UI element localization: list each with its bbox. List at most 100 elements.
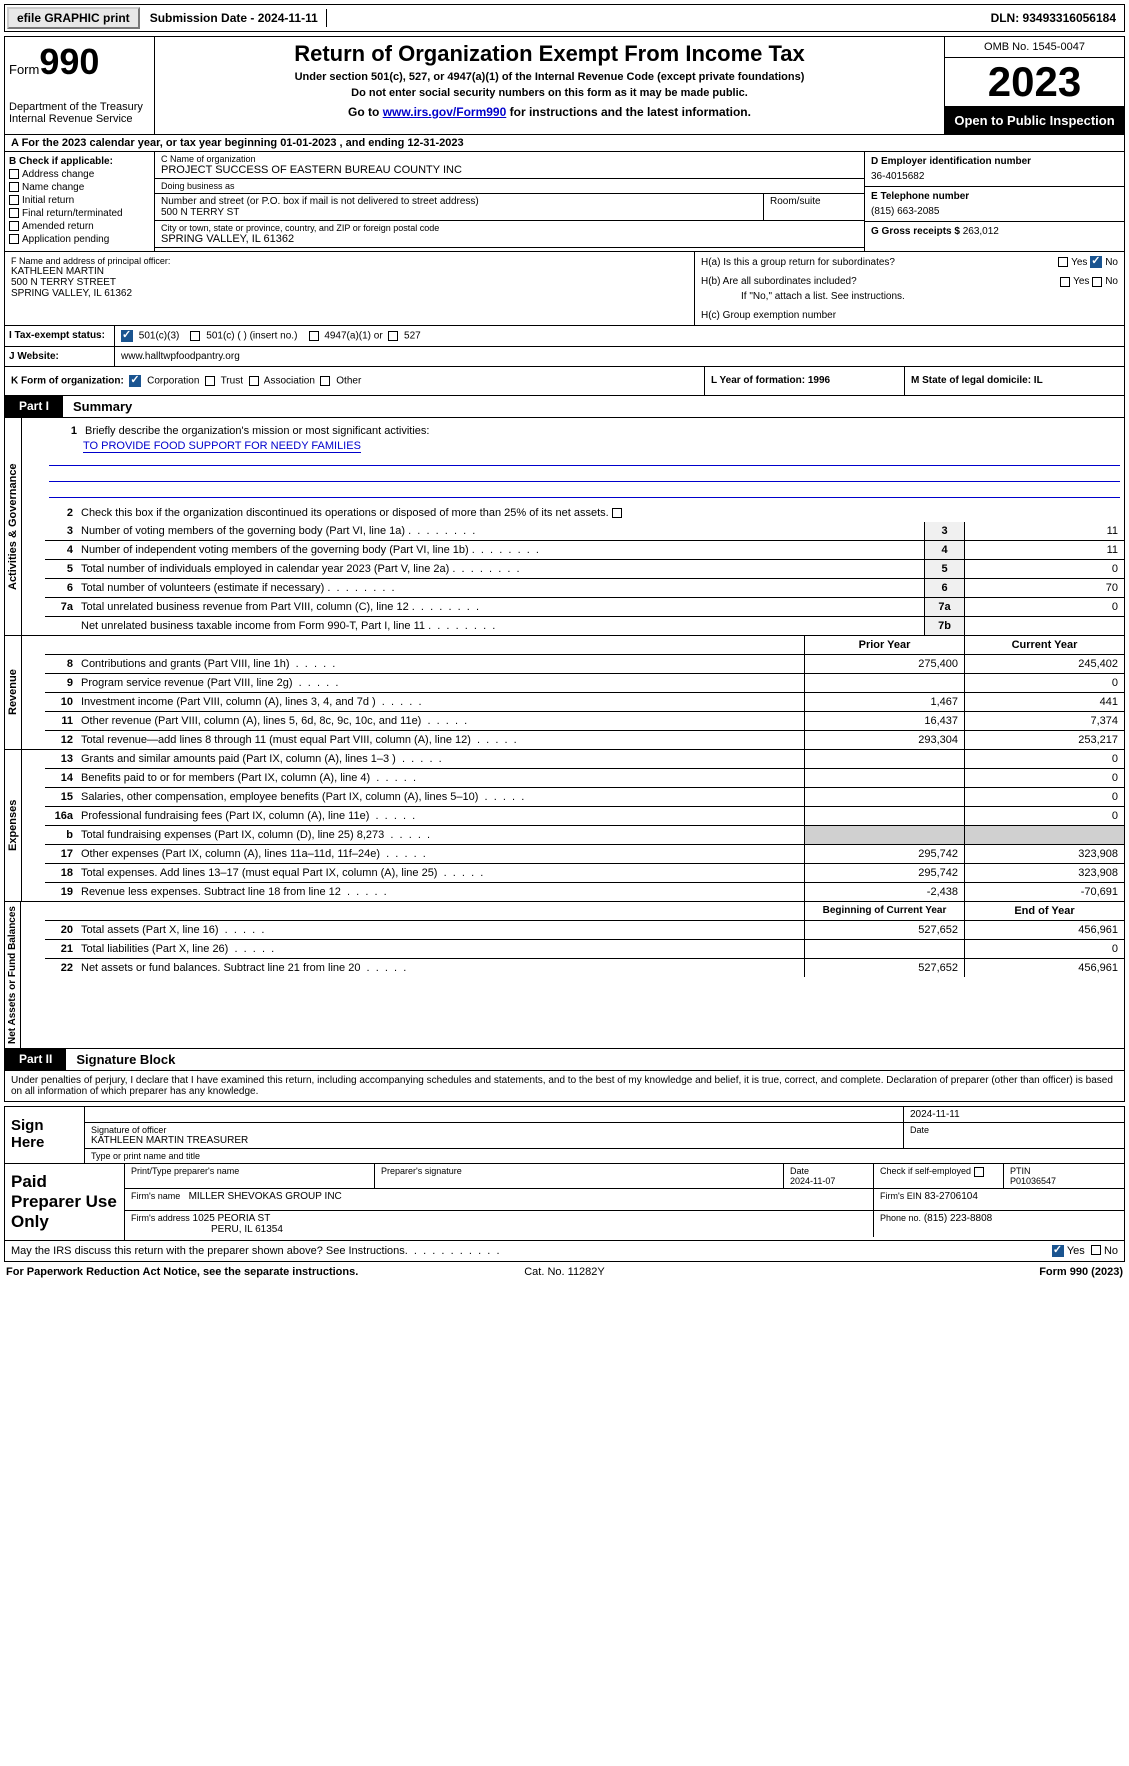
sign-here-label: Sign Here	[5, 1107, 85, 1163]
col-b-heading: B Check if applicable:	[9, 156, 150, 167]
irs-label: Internal Revenue Service	[9, 113, 150, 125]
hb-no: No	[1105, 276, 1118, 287]
prep-sig-label: Preparer's signature	[375, 1164, 784, 1188]
section-a-tax-year: A For the 2023 calendar year, or tax yea…	[4, 135, 1125, 152]
ptin-value: P01036547	[1010, 1176, 1056, 1186]
k-label: K Form of organization:	[11, 376, 124, 387]
irs-link[interactable]: www.irs.gov/Form990	[383, 105, 507, 119]
table-row: 4Number of independent voting members of…	[45, 541, 1124, 560]
may-irs-discuss: May the IRS discuss this return with the…	[4, 1241, 1125, 1262]
vlabel-revenue: Revenue	[5, 636, 22, 749]
footer: For Paperwork Reduction Act Notice, see …	[4, 1262, 1125, 1282]
row-j-website: J Website: www.halltwpfoodpantry.org	[4, 347, 1125, 367]
hb-yes-check[interactable]	[1060, 277, 1070, 287]
sig-date-value: 2024-11-11	[904, 1107, 1124, 1122]
assoc-check[interactable]	[249, 376, 259, 386]
dba-label: Doing business as	[161, 181, 858, 191]
501c3-label: 501(c)(3)	[139, 331, 180, 342]
form-number: 990	[39, 41, 99, 82]
firm-phone-label: Phone no.	[880, 1213, 921, 1223]
501c-label: 501(c) ( ) (insert no.)	[206, 331, 297, 342]
part1-header: Part I Summary	[4, 396, 1125, 418]
block-bcd: B Check if applicable: Address change Na…	[4, 152, 1125, 252]
form-of-org: K Form of organization: Corporation Trus…	[5, 367, 704, 395]
may-text: May the IRS discuss this return with the…	[11, 1245, 1052, 1257]
header-left: Form990 Department of the Treasury Inter…	[5, 37, 155, 134]
assoc-label: Association	[264, 376, 315, 387]
table-row: 15Salaries, other compensation, employee…	[45, 788, 1124, 807]
form-link-line: Go to www.irs.gov/Form990 for instructio…	[159, 105, 940, 119]
phone-value: (815) 663-2085	[871, 206, 1118, 217]
may-no: No	[1104, 1245, 1118, 1257]
table-row: 8Contributions and grants (Part VIII, li…	[45, 655, 1124, 674]
group-return-block: H(a) Is this a group return for subordin…	[694, 252, 1124, 325]
part1-num: Part I	[5, 396, 63, 417]
table-row: 20Total assets (Part X, line 16) . . . .…	[45, 921, 1124, 940]
header-center: Return of Organization Exempt From Incom…	[155, 37, 944, 134]
hb-no-check[interactable]	[1092, 277, 1102, 287]
col-d-ein: D Employer identification number 36-4015…	[864, 152, 1124, 251]
table-row: 18Total expenses. Add lines 13–17 (must …	[45, 864, 1124, 883]
firm-city: PERU, IL 61354	[131, 1224, 283, 1235]
form-subtitle-2: Do not enter social security numbers on …	[159, 87, 940, 99]
ha-yes-check[interactable]	[1058, 257, 1068, 267]
ha-no-check[interactable]	[1090, 256, 1102, 268]
link-post: for instructions and the latest informat…	[506, 105, 751, 119]
ha-no: No	[1105, 257, 1118, 268]
part2-title: Signature Block	[66, 1049, 185, 1070]
self-employed-check[interactable]: Check if self-employed	[874, 1164, 1004, 1188]
corp-label: Corporation	[147, 376, 199, 387]
527-label: 527	[404, 331, 421, 342]
firm-ein: 83-2706104	[925, 1191, 978, 1202]
end-year-header: End of Year	[964, 902, 1124, 920]
website-value: www.halltwpfoodpantry.org	[115, 347, 1124, 366]
vlabel-governance: Activities & Governance	[5, 418, 22, 635]
table-row: 13Grants and similar amounts paid (Part …	[45, 750, 1124, 769]
may-no-check[interactable]	[1091, 1245, 1101, 1255]
paid-preparer-block: Paid Preparer Use Only Print/Type prepar…	[4, 1164, 1125, 1241]
table-row: Net unrelated business taxable income fr…	[45, 617, 1124, 635]
opt-amended-return[interactable]: Amended return	[9, 221, 150, 232]
footer-right: Form 990 (2023)	[751, 1266, 1123, 1278]
efile-print-button[interactable]: efile GRAPHIC print	[7, 7, 140, 29]
527-check[interactable]	[388, 331, 398, 341]
trust-check[interactable]	[205, 376, 215, 386]
part1-revenue: Revenue b Prior Year Current Year 8Contr…	[4, 636, 1125, 750]
ha-yes: Yes	[1071, 257, 1087, 268]
sig-officer-label: Signature of officer	[91, 1125, 897, 1135]
omb-number: OMB No. 1545-0047	[945, 37, 1124, 58]
part2-header: Part II Signature Block	[4, 1049, 1125, 1071]
table-row: 12Total revenue—add lines 8 through 11 (…	[45, 731, 1124, 749]
paid-preparer-label: Paid Preparer Use Only	[5, 1164, 125, 1240]
gross-receipts-label: G Gross receipts $	[871, 226, 963, 237]
opt-final-return[interactable]: Final return/terminated	[9, 208, 150, 219]
part1-netassets: Net Assets or Fund Balances b Beginning …	[4, 902, 1125, 1049]
opt-application-pending[interactable]: Application pending	[9, 234, 150, 245]
table-row: 19Revenue less expenses. Subtract line 1…	[45, 883, 1124, 901]
ein-label: D Employer identification number	[871, 156, 1118, 167]
opt-name-change[interactable]: Name change	[9, 182, 150, 193]
submission-date: Submission Date - 2024-11-11	[142, 9, 327, 27]
link-pre: Go to	[348, 105, 383, 119]
discontinued-check[interactable]	[612, 508, 622, 518]
opt-address-change[interactable]: Address change	[9, 169, 150, 180]
col-c-org-info: C Name of organization PROJECT SUCCESS O…	[155, 152, 864, 251]
501c-check[interactable]	[190, 331, 200, 341]
current-year-header: Current Year	[964, 636, 1124, 654]
dln: DLN: 93493316056184	[983, 9, 1124, 27]
officer-sig-name: KATHLEEN MARTIN TREASURER	[91, 1135, 897, 1146]
501c3-check[interactable]	[121, 330, 133, 342]
corp-check[interactable]	[129, 375, 141, 387]
tax-year: 2023	[945, 58, 1124, 107]
4947-check[interactable]	[309, 331, 319, 341]
table-row: 22Net assets or fund balances. Subtract …	[45, 959, 1124, 977]
org-name: PROJECT SUCCESS OF EASTERN BUREAU COUNTY…	[161, 164, 858, 176]
other-check[interactable]	[320, 376, 330, 386]
gross-receipts-value: 263,012	[963, 226, 999, 237]
may-yes-check[interactable]	[1052, 1245, 1064, 1257]
opt-initial-return[interactable]: Initial return	[9, 195, 150, 206]
officer-addr1: 500 N TERRY STREET	[11, 277, 688, 288]
f-label: F Name and address of principal officer:	[11, 256, 688, 266]
website-label: J Website:	[5, 347, 115, 366]
officer-addr2: SPRING VALLEY, IL 61362	[11, 288, 688, 299]
